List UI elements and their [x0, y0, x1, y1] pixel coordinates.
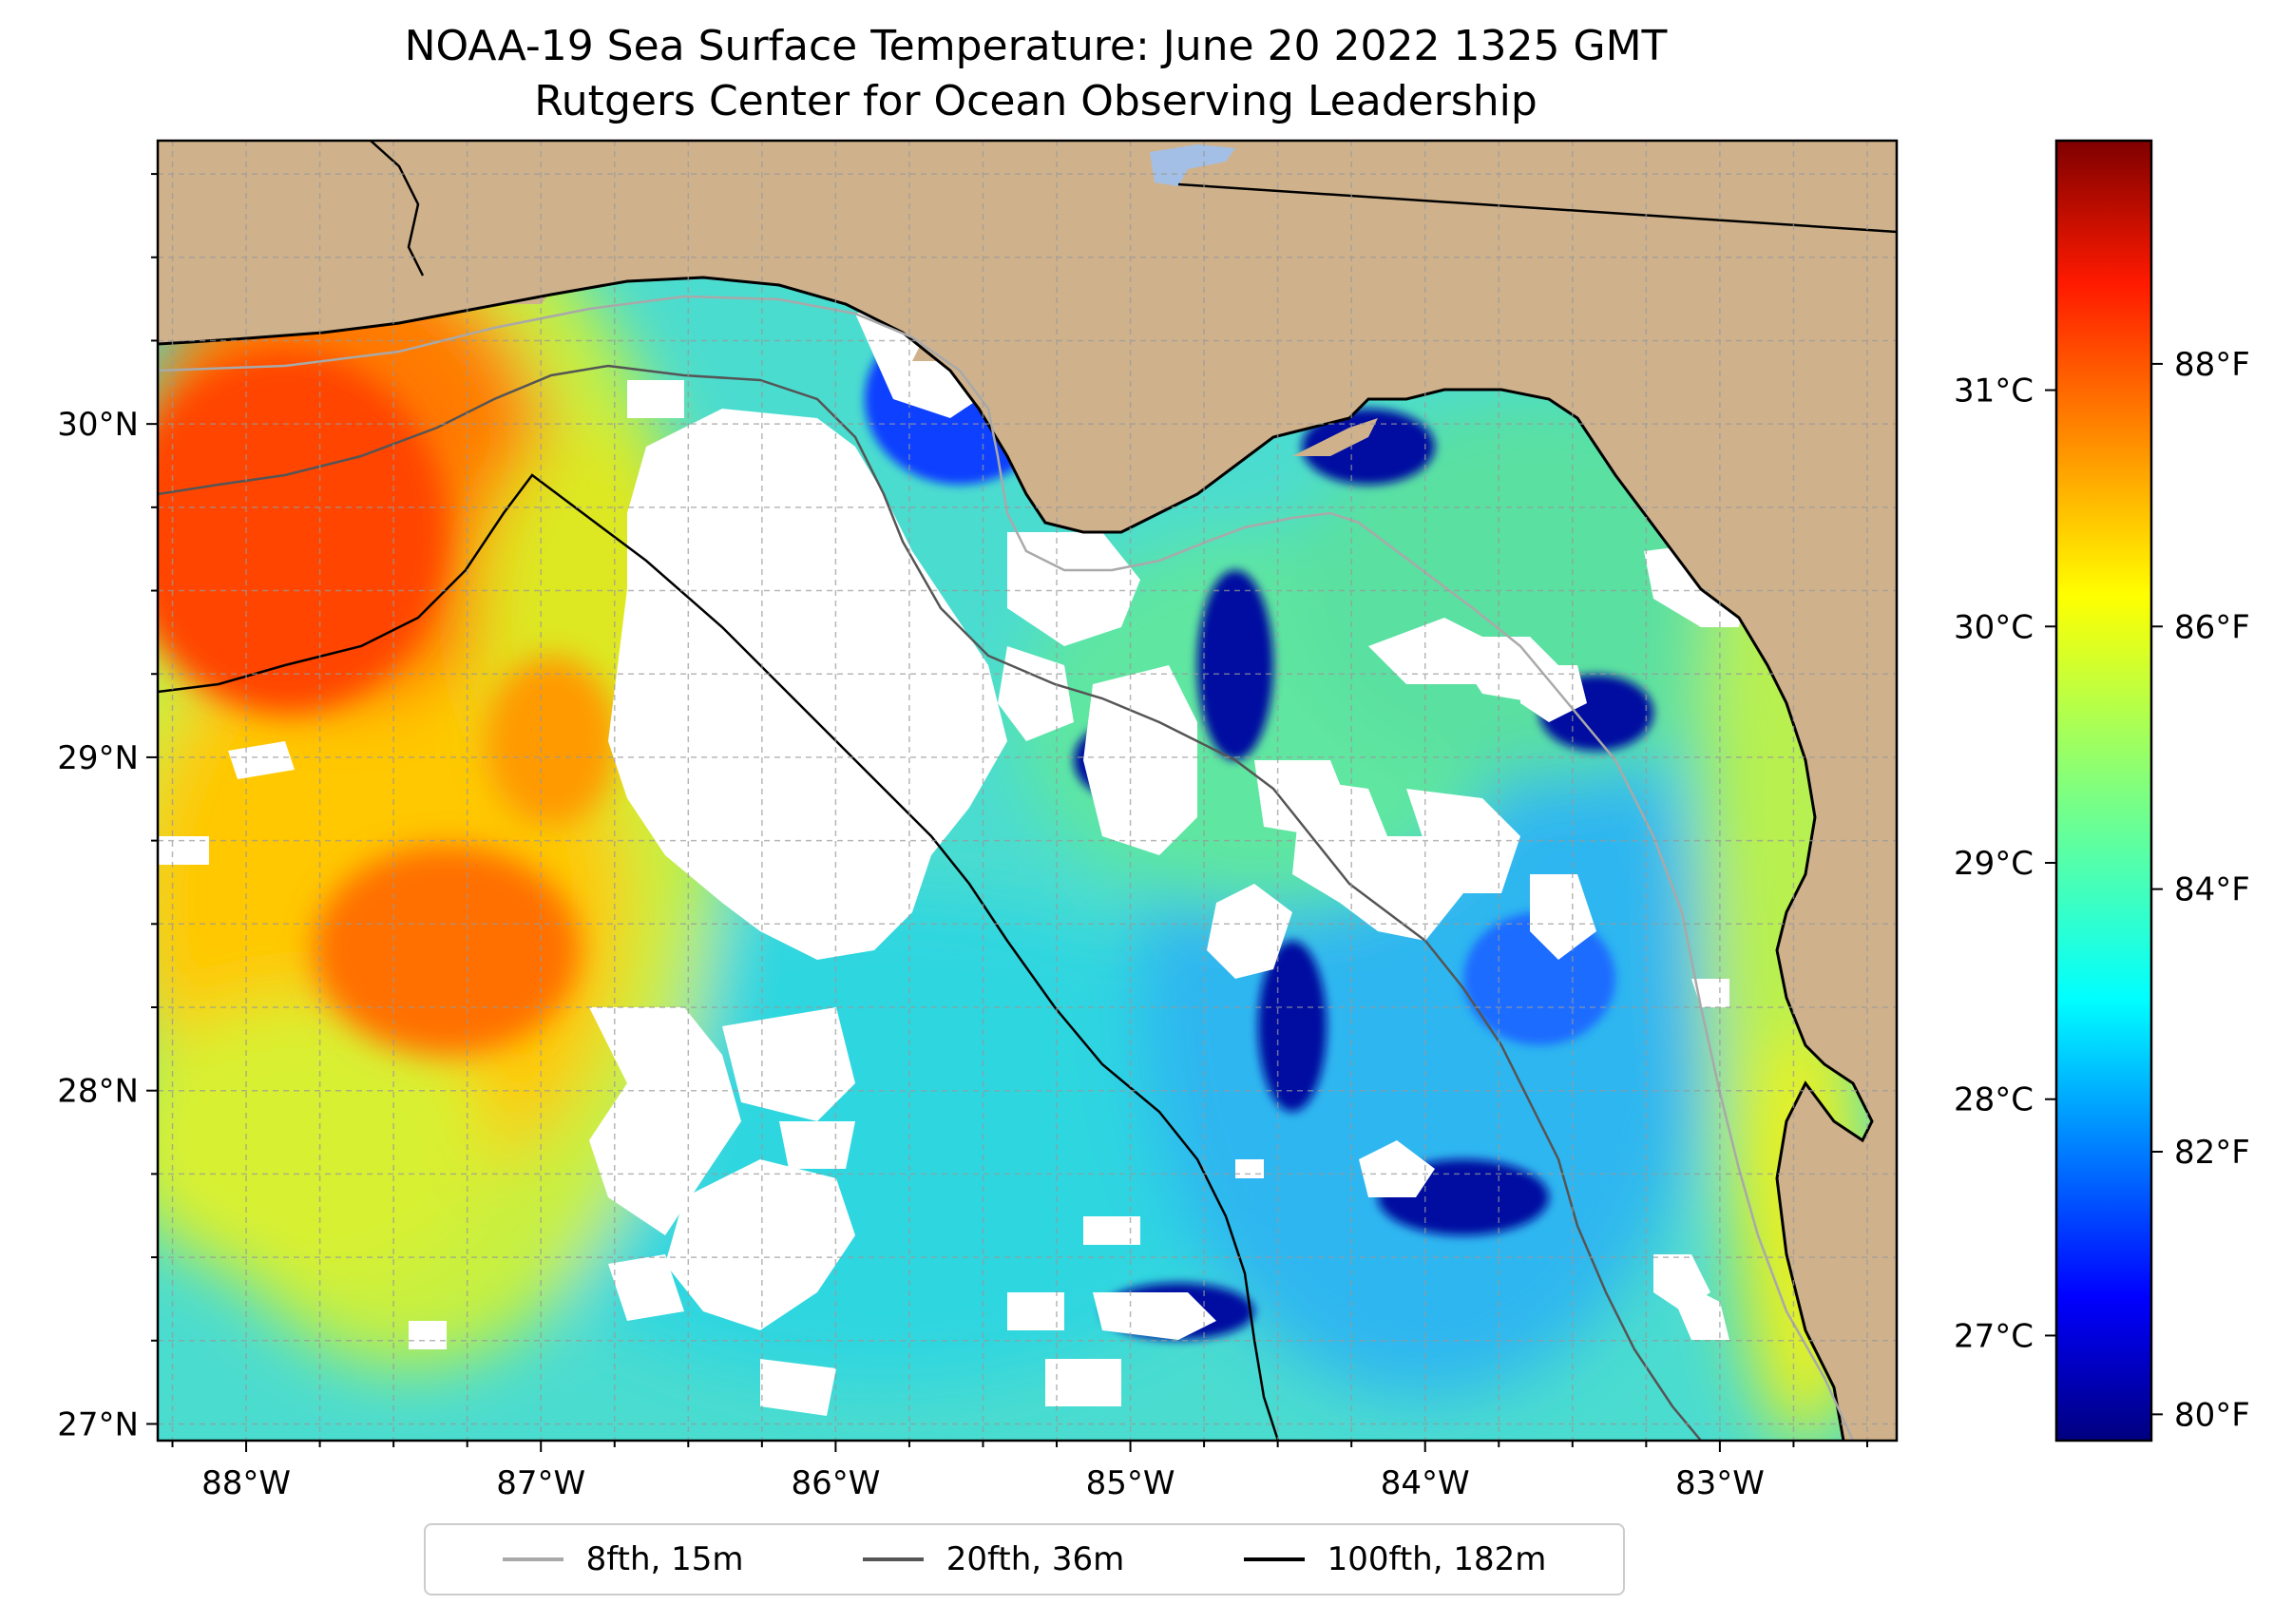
lon-tick-label: 83°W	[1675, 1464, 1765, 1502]
colorbar-f-tick-label: 84°F	[2174, 871, 2250, 909]
legend-item-182m: 100fth, 182m	[1243, 1540, 1547, 1578]
colorbar	[2054, 139, 2153, 1442]
lon-tick-label: 86°W	[791, 1464, 880, 1502]
isobath-legend: 8fth, 15m 20fth, 36m 100fth, 182m	[424, 1523, 1625, 1595]
colorbar-f-tick-label: 88°F	[2174, 346, 2250, 384]
lat-tick-label: 30°N	[57, 406, 139, 444]
legend-item-15m: 8fth, 15m	[502, 1540, 744, 1578]
legend-swatch-36m	[862, 1557, 924, 1561]
sst-warm-core	[158, 352, 618, 1055]
legend-item-36m: 20fth, 36m	[862, 1540, 1125, 1578]
colorbar-c-tick-label: 30°C	[1954, 608, 2034, 646]
colorbar-ticks: 80°F 82°F 84°F 86°F 88°F 27°C 28°C 29°C 30°C 31°C	[1954, 346, 2250, 1434]
lat-tick-label: 29°N	[57, 739, 139, 777]
lat-tick-label: 28°N	[57, 1073, 139, 1111]
land-mass	[158, 141, 1897, 1441]
lon-tick-label: 85°W	[1086, 1464, 1175, 1502]
lon-tick-label: 84°W	[1381, 1464, 1470, 1502]
map-frame	[156, 139, 1899, 1442]
lon-tick-label: 87°W	[496, 1464, 585, 1502]
colorbar-f-tick-label: 82°F	[2174, 1134, 2250, 1172]
legend-label-36m: 20fth, 36m	[945, 1540, 1125, 1578]
lat-tick-label: 27°N	[57, 1405, 139, 1443]
colorbar-f-tick-label: 86°F	[2174, 608, 2250, 646]
isobath-182m	[158, 473, 1280, 1441]
lon-tick-label: 88°W	[201, 1464, 291, 1502]
map-axis-ticks: 88°W 87°W 86°W 85°W 84°W 83°W 27°N 28°N 29°N 30°N	[57, 173, 1868, 1502]
map-gridlines	[158, 141, 1897, 1441]
legend-label-15m: 8fth, 15m	[585, 1540, 744, 1578]
inland-lake	[1150, 144, 1235, 186]
legend-swatch-15m	[502, 1557, 563, 1561]
colorbar-c-tick-label: 29°C	[1954, 845, 2034, 883]
state-boundary-al-fl	[370, 141, 425, 277]
colorbar-c-tick-label: 31°C	[1954, 373, 2034, 411]
colorbar-c-tick-label: 27°C	[1954, 1317, 2034, 1355]
chart-title-line-2: Rutgers Center for Ocean Observing Leade…	[534, 77, 1538, 125]
state-boundary-ga-fl	[1177, 182, 1897, 234]
legend-swatch-182m	[1243, 1557, 1305, 1561]
isobath-36m	[158, 364, 1702, 1441]
coastal-inlets	[224, 181, 1378, 456]
colorbar-c-tick-label: 28°C	[1954, 1081, 2034, 1119]
coastline	[158, 276, 1874, 1441]
chart-title-line-1: NOAA-19 Sea Surface Temperature: June 20…	[404, 22, 1668, 70]
colorbar-f-tick-label: 80°F	[2174, 1396, 2250, 1434]
legend-label-182m: 100fth, 182m	[1327, 1540, 1547, 1578]
isobath-15m	[158, 295, 1855, 1441]
